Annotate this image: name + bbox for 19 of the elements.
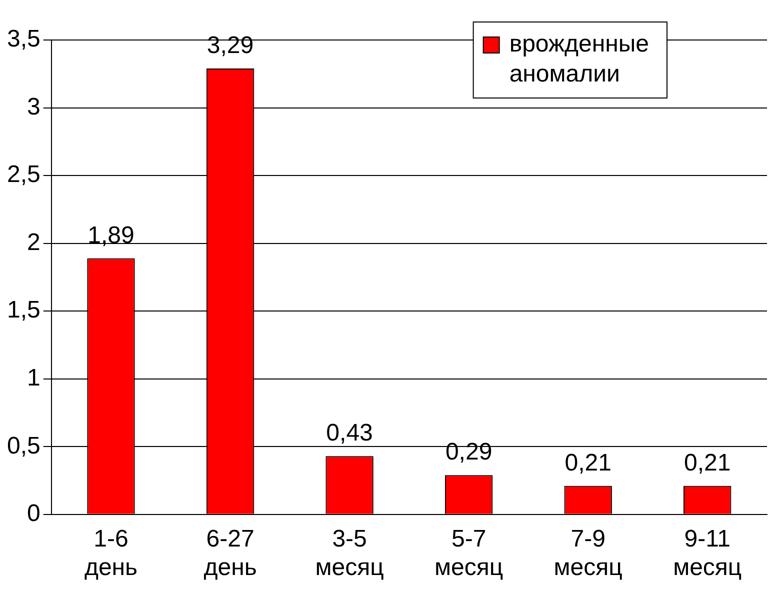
x-tick-label: 9-11 месяц — [673, 525, 742, 582]
data-label: 0,21 — [564, 450, 612, 477]
y-tick-label: 0,5 — [6, 432, 40, 460]
x-tick-label: 7-9 месяц — [554, 525, 623, 582]
y-tick-label: 2 — [27, 228, 40, 256]
x-tick-label: 5-7 месяц — [434, 525, 504, 582]
y-tick-label: 1,5 — [6, 296, 40, 324]
y-tick-label: 1 — [27, 364, 40, 392]
x-tick-label: 6-27 день — [204, 525, 257, 582]
x-tick-label: 1-6 день — [84, 525, 138, 582]
y-tick-label: 3 — [27, 93, 40, 120]
legend-label: врожденные аномалии — [509, 30, 649, 88]
data-label: 0,43 — [326, 420, 373, 447]
data-label: 0,21 — [684, 450, 731, 477]
x-tick-label: 3-5 месяц — [315, 525, 384, 582]
y-tick-label: 0 — [27, 500, 40, 528]
data-label: 1,89 — [88, 222, 134, 249]
y-tick-label: 2,5 — [6, 161, 40, 188]
y-tick-label: 3,5 — [6, 26, 40, 53]
